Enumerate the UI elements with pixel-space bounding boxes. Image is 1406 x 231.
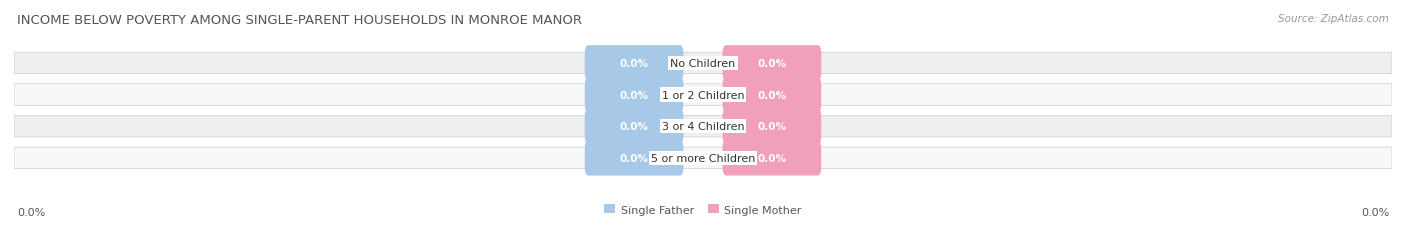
FancyBboxPatch shape xyxy=(14,84,1392,106)
Text: 0.0%: 0.0% xyxy=(17,207,45,217)
Text: Source: ZipAtlas.com: Source: ZipAtlas.com xyxy=(1278,14,1389,24)
Legend: Single Father, Single Mother: Single Father, Single Mother xyxy=(600,200,806,219)
Text: 0.0%: 0.0% xyxy=(620,153,648,163)
Text: 3 or 4 Children: 3 or 4 Children xyxy=(662,122,744,132)
FancyBboxPatch shape xyxy=(585,77,683,113)
FancyBboxPatch shape xyxy=(723,140,821,176)
Text: INCOME BELOW POVERTY AMONG SINGLE-PARENT HOUSEHOLDS IN MONROE MANOR: INCOME BELOW POVERTY AMONG SINGLE-PARENT… xyxy=(17,14,582,27)
Text: 5 or more Children: 5 or more Children xyxy=(651,153,755,163)
FancyBboxPatch shape xyxy=(14,116,1392,137)
FancyBboxPatch shape xyxy=(585,109,683,144)
Text: 1 or 2 Children: 1 or 2 Children xyxy=(662,90,744,100)
FancyBboxPatch shape xyxy=(14,53,1392,74)
Text: 0.0%: 0.0% xyxy=(758,59,786,69)
Text: 0.0%: 0.0% xyxy=(620,90,648,100)
FancyBboxPatch shape xyxy=(14,147,1392,169)
FancyBboxPatch shape xyxy=(723,77,821,113)
FancyBboxPatch shape xyxy=(585,140,683,176)
Text: 0.0%: 0.0% xyxy=(620,122,648,132)
Text: No Children: No Children xyxy=(671,59,735,69)
Text: 0.0%: 0.0% xyxy=(1361,207,1389,217)
Text: 0.0%: 0.0% xyxy=(758,153,786,163)
FancyBboxPatch shape xyxy=(723,46,821,81)
Text: 0.0%: 0.0% xyxy=(620,59,648,69)
FancyBboxPatch shape xyxy=(585,46,683,81)
Text: 0.0%: 0.0% xyxy=(758,90,786,100)
FancyBboxPatch shape xyxy=(723,109,821,144)
Text: 0.0%: 0.0% xyxy=(758,122,786,132)
